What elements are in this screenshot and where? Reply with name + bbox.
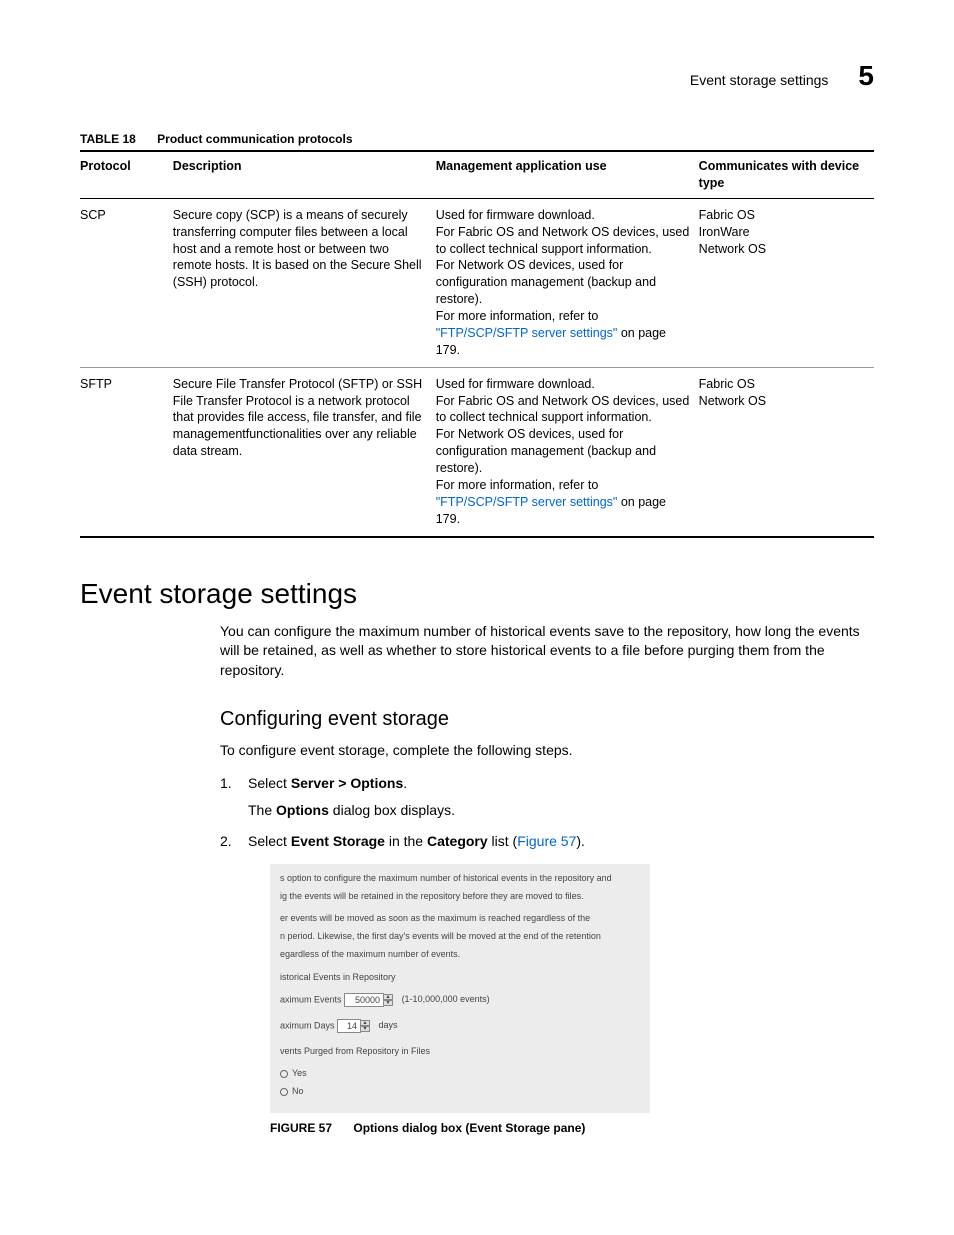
radio-no[interactable]: No (280, 1085, 640, 1097)
max-events-input[interactable]: 50000 (344, 993, 384, 1007)
protocols-table: Protocol Description Management applicat… (80, 150, 874, 538)
section-heading: Event storage settings (80, 578, 874, 610)
subsection-heading: Configuring event storage (80, 708, 874, 731)
col-header: Communicates with device type (699, 151, 874, 198)
col-header: Protocol (80, 151, 173, 198)
cell-description: Secure copy (SCP) is a means of securely… (173, 198, 436, 367)
running-title: Event storage settings (690, 72, 829, 88)
chapter-number: 5 (858, 60, 874, 92)
cell-comm: Fabric OS IronWare Network OS (699, 198, 874, 367)
cell-mgmt: Used for firmware download. For Fabric O… (436, 367, 699, 536)
page-header: Event storage settings 5 (80, 60, 874, 92)
cell-comm: Fabric OS Network OS (699, 367, 874, 536)
figure-ref-link[interactable]: Figure 57 (517, 833, 576, 849)
steps-list: 1. Select Server > Options. The Options … (80, 773, 874, 852)
col-header: Management application use (436, 151, 699, 198)
section-intro: You can configure the maximum number of … (80, 622, 874, 681)
cell-protocol: SFTP (80, 367, 173, 536)
step-sub: The Options dialog box displays. (248, 800, 874, 821)
cross-ref-link[interactable]: "FTP/SCP/SFTP server settings" (436, 326, 618, 340)
col-header: Description (173, 151, 436, 198)
spinner-icon[interactable]: ▴▾ (383, 994, 393, 1006)
step: 1. Select Server > Options. (220, 773, 874, 794)
table-row: SCPSecure copy (SCP) is a means of secur… (80, 198, 874, 367)
subsection-lead: To configure event storage, complete the… (80, 741, 874, 761)
figure-screenshot: s option to configure the maximum number… (270, 864, 650, 1114)
max-days-row: aximum Days 14▴▾ days (280, 1019, 640, 1033)
cell-protocol: SCP (80, 198, 173, 367)
max-events-row: aximum Events 50000▴▾ (1-10,000,000 even… (280, 993, 640, 1007)
radio-yes[interactable]: Yes (280, 1067, 640, 1079)
cell-mgmt: Used for firmware download. For Fabric O… (436, 198, 699, 367)
step: 2. Select Event Storage in the Category … (220, 831, 874, 852)
figure-caption: FIGURE 57 Options dialog box (Event Stor… (80, 1121, 874, 1135)
table-label: TABLE 18 Product communication protocols (80, 132, 874, 146)
spinner-icon[interactable]: ▴▾ (360, 1020, 370, 1032)
cell-description: Secure File Transfer Protocol (SFTP) or … (173, 367, 436, 536)
max-days-input[interactable]: 14 (337, 1019, 361, 1033)
table-row: SFTPSecure File Transfer Protocol (SFTP)… (80, 367, 874, 536)
cross-ref-link[interactable]: "FTP/SCP/SFTP server settings" (436, 495, 618, 509)
